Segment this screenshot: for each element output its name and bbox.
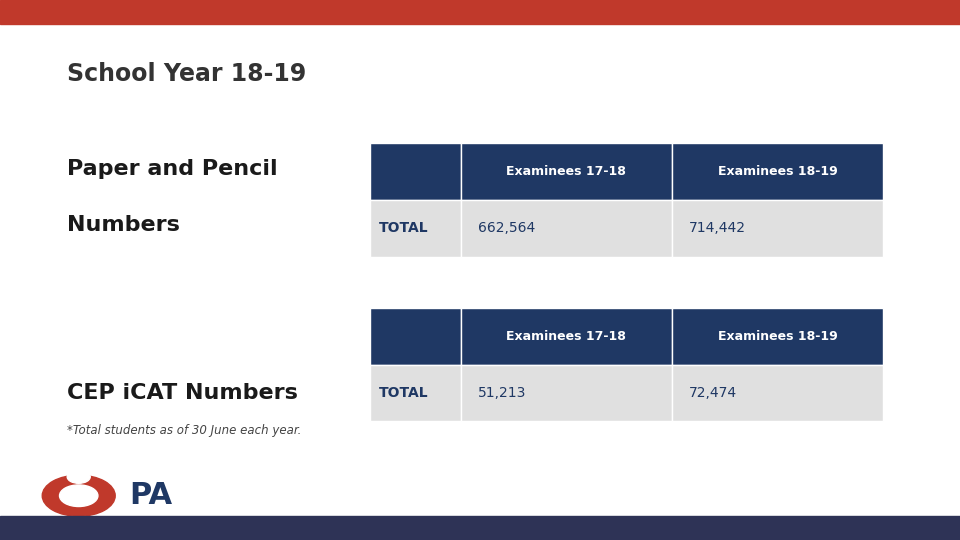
Text: *Total students as of 30 June each year.: *Total students as of 30 June each year.: [67, 424, 301, 437]
Bar: [461, 308, 672, 364]
Bar: [672, 364, 883, 421]
Bar: [672, 308, 883, 364]
Text: Examinees 18-19: Examinees 18-19: [718, 165, 837, 178]
Text: TOTAL: TOTAL: [378, 221, 428, 235]
Bar: [370, 200, 461, 256]
Bar: [461, 200, 672, 256]
Circle shape: [67, 470, 90, 483]
Text: PA: PA: [130, 481, 173, 510]
Text: 51,213: 51,213: [478, 386, 526, 400]
Text: OFFICE OF PEOPLE ANALYTICS: OFFICE OF PEOPLE ANALYTICS: [45, 524, 127, 529]
Text: Paper and Pencil: Paper and Pencil: [67, 159, 277, 179]
Text: Examinees 18-19: Examinees 18-19: [718, 329, 837, 343]
Bar: [0, 516, 960, 540]
Bar: [672, 200, 883, 256]
Text: Examinees 17-18: Examinees 17-18: [507, 329, 626, 343]
Circle shape: [60, 485, 98, 507]
Text: 72,474: 72,474: [689, 386, 737, 400]
Bar: [461, 364, 672, 421]
Bar: [0, 0, 960, 24]
Text: Numbers: Numbers: [67, 215, 180, 235]
Text: School Year 18-19: School Year 18-19: [67, 62, 306, 86]
Bar: [672, 143, 883, 200]
Text: TOTAL: TOTAL: [378, 386, 428, 400]
Bar: [461, 143, 672, 200]
Circle shape: [42, 475, 115, 516]
Text: 662,564: 662,564: [478, 221, 535, 235]
Bar: [370, 308, 461, 364]
Text: CEP iCAT Numbers: CEP iCAT Numbers: [67, 383, 298, 403]
Bar: [370, 143, 461, 200]
Text: Examinees 17-18: Examinees 17-18: [507, 165, 626, 178]
Text: 714,442: 714,442: [689, 221, 746, 235]
Bar: [370, 364, 461, 421]
